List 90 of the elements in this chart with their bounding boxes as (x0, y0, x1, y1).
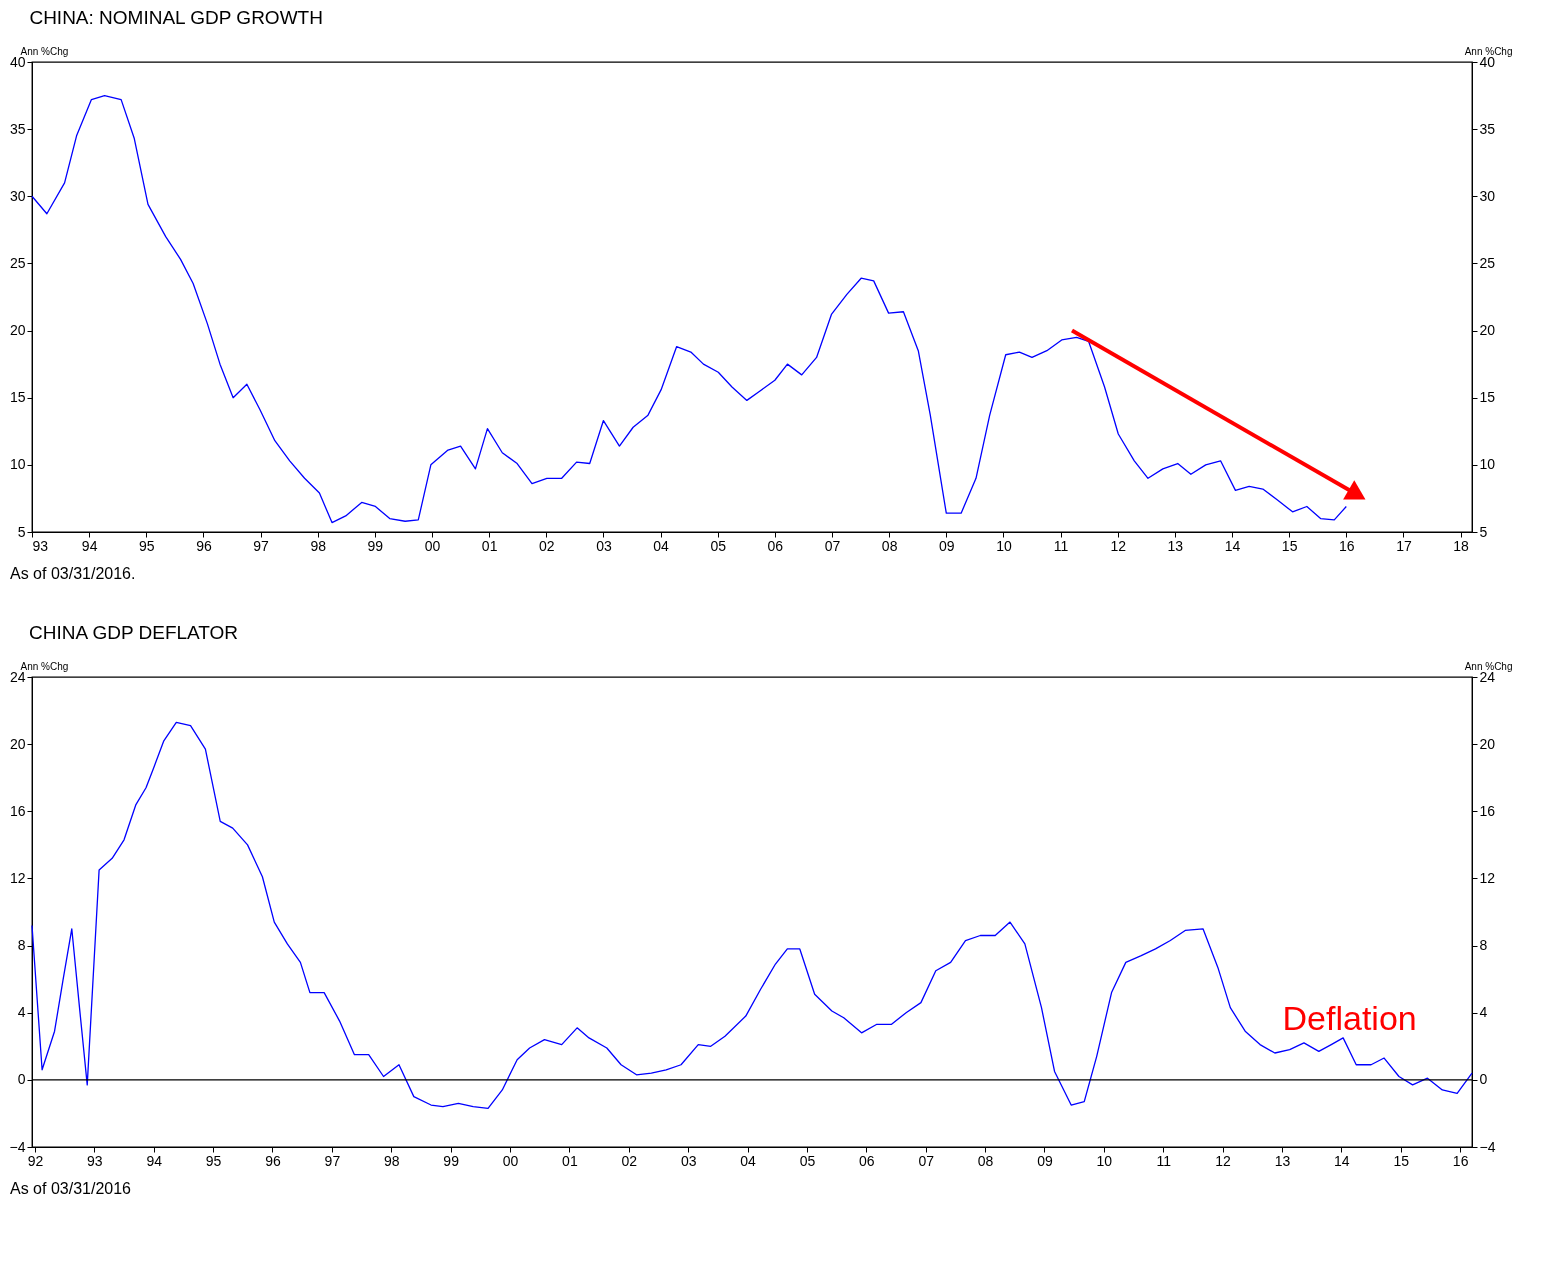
x-tick-label: 13 (1167, 537, 1184, 554)
y-tick-label: 35 (9, 120, 26, 137)
y2-tick-label: 12 (1479, 869, 1496, 886)
y2-tick-label: 30 (1479, 187, 1496, 204)
y-tick-label: 10 (9, 456, 26, 473)
x-tick-label: 15 (1281, 537, 1298, 554)
x-tick-label: 02 (621, 1152, 638, 1169)
x-tick-label: 99 (443, 1152, 460, 1169)
x-tick-label: 03 (596, 537, 612, 554)
x-tick-label: 01 (562, 1152, 578, 1169)
y-tick-label: 12 (9, 869, 26, 886)
x-tick-label: 07 (824, 537, 841, 554)
x-tick-label: 05 (710, 537, 727, 554)
y-tick-label: 4 (17, 1004, 26, 1021)
x-tick-label: 09 (939, 537, 955, 554)
x-tick-label: 11 (1053, 537, 1069, 554)
y2-tick-label: 0 (1479, 1071, 1488, 1088)
x-tick-label: 10 (996, 537, 1012, 554)
x-tick-label: 95 (139, 537, 155, 554)
x-tick-label: 10 (1096, 1152, 1113, 1169)
chart-title: CHINA GDP DEFLATOR (29, 622, 239, 643)
y-tick-label: 8 (17, 937, 26, 954)
y2-tick-label: 10 (1479, 456, 1496, 473)
x-tick-label: 95 (205, 1152, 222, 1169)
x-tick-label: 12 (1215, 1152, 1232, 1169)
x-tick-label: 00 (424, 537, 441, 554)
y-tick-label: 20 (9, 322, 26, 339)
y-tick-label: 15 (9, 389, 26, 406)
x-tick-label: 12 (1110, 537, 1127, 554)
y2-tick-label: 35 (1479, 120, 1496, 137)
y2-tick-label: 20 (1479, 735, 1496, 752)
x-tick-label: 94 (81, 537, 98, 554)
x-tick-label: 16 (1452, 1152, 1469, 1169)
y2-tick-label: 15 (1479, 389, 1496, 406)
x-tick-label: 96 (265, 1152, 281, 1169)
y2-tick-label: 4 (1479, 1004, 1488, 1021)
chart-title: CHINA: NOMINAL GDP GROWTH (29, 7, 323, 28)
x-tick-label: 09 (1037, 1152, 1053, 1169)
text: As of 03/31/2016 (10, 1180, 132, 1197)
x-tick-label: 97 (253, 537, 270, 554)
x-tick-label: 93 (32, 537, 49, 554)
x-tick-label: 07 (918, 1152, 935, 1169)
x-tick-label: 13 (1274, 1152, 1291, 1169)
x-tick-label: 96 (196, 537, 212, 554)
y-tick-label: 30 (9, 187, 26, 204)
x-tick-label: 08 (881, 537, 898, 554)
x-tick-label: 16 (1339, 537, 1355, 554)
text: As of 03/31/2016. (10, 565, 136, 582)
x-tick-label: 04 (740, 1152, 757, 1169)
x-tick-label: 94 (146, 1152, 163, 1169)
y2-tick-label: 5 (1479, 523, 1488, 540)
annotation: Deflation (1282, 999, 1417, 1038)
x-tick-label: 98 (383, 1152, 400, 1169)
y-axis-title: Ann %Chg (20, 660, 69, 672)
y-tick-label: 0 (17, 1071, 26, 1088)
line-series (31, 721, 1473, 1110)
x-tick-label: 11 (1156, 1152, 1172, 1169)
y2-axis-title: Ann %Chg (1464, 660, 1513, 672)
x-tick-label: 15 (1393, 1152, 1410, 1169)
x-tick-label: 02 (539, 537, 555, 554)
y-tick-label: −4 (9, 1138, 26, 1155)
x-tick-label: 92 (27, 1152, 44, 1169)
x-tick-label: 00 (502, 1152, 519, 1169)
x-tick-label: 98 (310, 537, 327, 554)
y-tick-label: 16 (9, 802, 26, 819)
x-tick-label: 14 (1224, 537, 1241, 554)
y-axis-title: Ann %Chg (20, 45, 69, 57)
y-tick-label: 25 (9, 254, 26, 271)
x-tick-label: 93 (87, 1152, 103, 1169)
y2-tick-label: 20 (1479, 322, 1496, 339)
x-tick-label: 08 (977, 1152, 994, 1169)
x-tick-label: 14 (1334, 1152, 1350, 1169)
y-tick-label: 5 (17, 523, 26, 540)
x-tick-label: 97 (324, 1152, 341, 1169)
y2-tick-label: 16 (1479, 802, 1496, 819)
x-tick-label: 17 (1396, 537, 1412, 554)
x-tick-label: 18 (1453, 537, 1470, 554)
y2-axis-title: Ann %Chg (1464, 45, 1513, 57)
x-tick-label: 05 (799, 1152, 816, 1169)
x-tick-label: 06 (859, 1152, 875, 1169)
y2-tick-label: 8 (1479, 937, 1488, 954)
x-tick-label: 04 (653, 537, 670, 554)
x-tick-label: 06 (767, 537, 784, 554)
y-tick-label: 20 (9, 735, 26, 752)
line-series (31, 94, 1347, 524)
x-tick-label: 01 (481, 537, 498, 554)
x-tick-label: 03 (680, 1152, 697, 1169)
y2-tick-label: −4 (1479, 1138, 1496, 1155)
y2-tick-label: 25 (1479, 254, 1496, 271)
x-tick-label: 99 (367, 537, 384, 554)
